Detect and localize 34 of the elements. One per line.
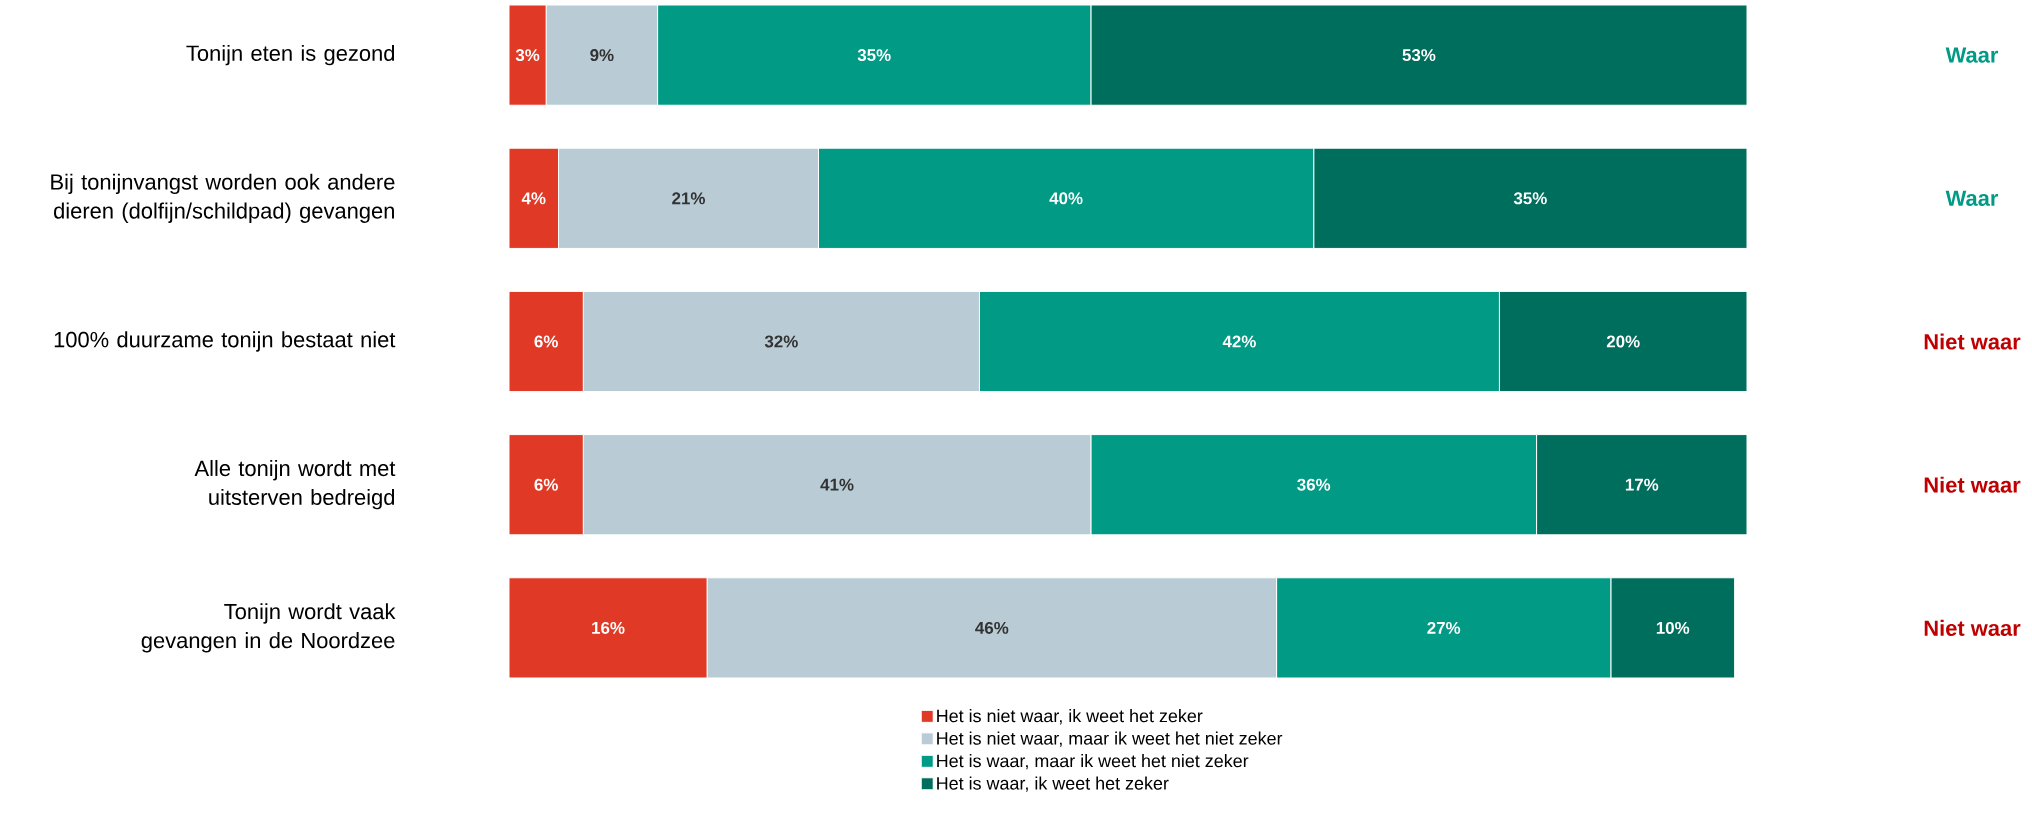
data-label: 16%	[592, 621, 625, 634]
data-label: 6%	[534, 478, 558, 491]
data-label: 35%	[1513, 192, 1547, 205]
data-label: 10%	[1656, 621, 1690, 634]
data-label: 36%	[1297, 478, 1331, 491]
data-label: 46%	[975, 621, 1009, 634]
y-tick-label: 100% duurzame tonijn bestaat niet	[54, 331, 396, 352]
data-label: 9%	[590, 49, 614, 62]
data-label: 6%	[534, 335, 558, 348]
text: Niet waar	[1924, 333, 2021, 350]
legend-label: Het is niet waar, maar ik weet het niet zeker	[937, 731, 1283, 747]
legend-label: Het is niet waar, ik weet het zeker	[937, 709, 1203, 725]
legend-label: Het is waar, ik weet het zeker	[937, 776, 1169, 792]
data-label: 20%	[1606, 335, 1640, 348]
y-tick-label: Alle tonijn wordt met uitsterven bedreigd	[194, 460, 396, 510]
legend-label: Het is waar, maar ik weet het niet zeker	[937, 754, 1249, 770]
data-label: 3%	[515, 49, 540, 62]
data-label: 41%	[820, 478, 854, 491]
data-label: 32%	[764, 335, 798, 348]
data-label: 27%	[1427, 621, 1461, 634]
data-label: 42%	[1222, 335, 1256, 348]
y-tick-label: Tonijn eten is gezond	[186, 44, 395, 66]
data-label: 17%	[1625, 478, 1659, 491]
data-label: 4%	[521, 192, 546, 205]
text: Niet waar	[1924, 619, 2021, 636]
data-label: 21%	[672, 192, 706, 205]
y-tick-label: Tonijn wordt vaak gevangen in de Noordzee	[141, 603, 396, 653]
data-label: 53%	[1402, 49, 1436, 62]
y-tick-label: Bij tonijnvangst worden ook andere dieren (dolfijn/schildpad) gevangen	[51, 173, 395, 223]
data-label: 35%	[857, 49, 891, 62]
text: Waar	[1945, 47, 1999, 63]
text: Waar	[1945, 190, 1999, 206]
text: Niet waar	[1924, 476, 2021, 493]
data-label: 40%	[1049, 192, 1083, 205]
